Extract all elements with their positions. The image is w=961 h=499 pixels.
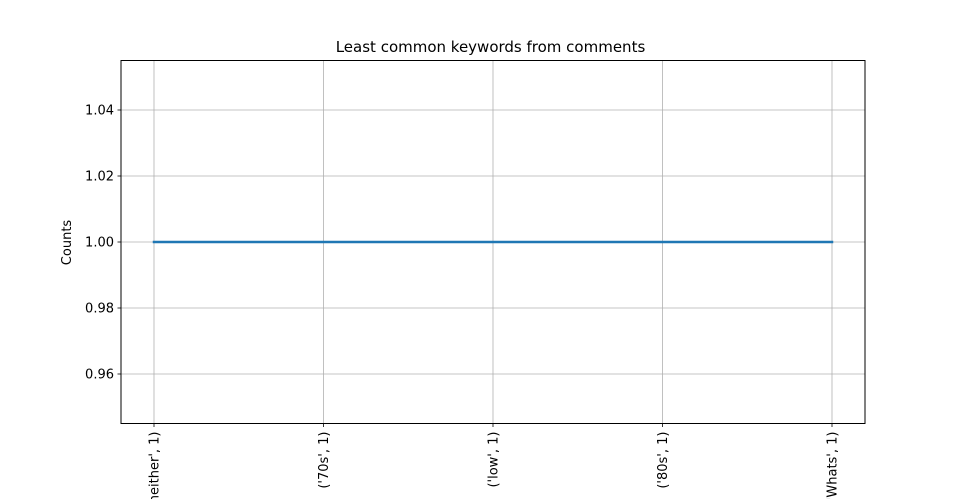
x-axis: ('neither', 1) ('70s', 1) ('low', 1) ('80s'… xyxy=(148,423,841,499)
y-axis-label: Counts xyxy=(60,220,75,266)
x-tick-label: ('Whats', 1) xyxy=(826,432,841,499)
x-tick-label: ('80s', 1) xyxy=(656,432,671,489)
y-tick-label: 1.00 xyxy=(85,236,114,251)
chart-title: Least common keywords from comments xyxy=(336,38,646,56)
y-tick-label: 1.04 xyxy=(85,104,114,119)
y-tick-label: 0.96 xyxy=(85,368,114,383)
x-tick-label: ('70s', 1) xyxy=(317,432,332,489)
x-tick-label: ('low', 1) xyxy=(487,432,502,488)
y-tick-label: 1.02 xyxy=(85,170,114,185)
x-tick-label: ('neither', 1) xyxy=(148,432,163,499)
y-axis: 0.96 0.98 1.00 1.02 1.04 xyxy=(85,104,121,383)
y-tick-label: 0.98 xyxy=(85,302,114,317)
